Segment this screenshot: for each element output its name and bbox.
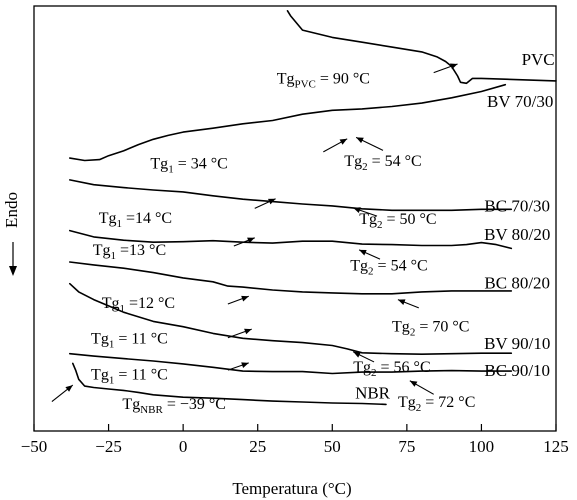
series-line-bc-90-10: [69, 352, 513, 375]
x-tick-label: −25: [95, 437, 122, 456]
tg-arrow-head: [359, 249, 367, 256]
tg-annotation-text: Tg2 = 54 °C: [350, 258, 427, 278]
annotations: TgPVC = 90 °C Tg1 = 34 °C Tg2 = 54 °C Tg1 =…: [51, 63, 475, 416]
series-group: [69, 10, 557, 406]
tg-arrow-head: [241, 295, 249, 302]
x-tick-label: 125: [543, 437, 569, 456]
tg-arrow-head: [397, 299, 406, 305]
tg-arrow-head: [339, 138, 348, 145]
series-label: BV 80/20: [484, 225, 550, 244]
tg-annotation: Tg1 = 34 °C: [150, 138, 348, 175]
tg-annotation-text: Tg1 = 11 °C: [91, 331, 168, 351]
x-tick-label: 100: [469, 437, 495, 456]
tg-annotation-text: Tg2 = 70 °C: [392, 319, 469, 339]
tg-annotation-text: Tg1 =13 °C: [93, 242, 166, 262]
x-tick-label: −50: [21, 437, 48, 456]
tg-arrow-head: [247, 237, 255, 244]
tg-annotation: Tg2 = 70 °C: [392, 299, 469, 339]
tg-annotation: TgNBR = −39 °C: [51, 384, 226, 416]
tg-arrow-head: [65, 385, 73, 392]
tg-annotation: Tg2 = 54 °C: [350, 249, 428, 278]
tg-annotation-text: Tg2 = 72 °C: [398, 394, 475, 414]
tg-arrow-head: [353, 207, 361, 213]
tg-arrow-head: [241, 362, 249, 368]
tg-arrow-head: [268, 198, 276, 205]
plot-frame: [33, 5, 557, 432]
series-label: BV 70/30: [487, 92, 553, 111]
tg-annotation-text: Tg1 = 11 °C: [91, 366, 168, 386]
tg-arrow-head: [356, 137, 364, 144]
series-label: BC 70/30: [484, 196, 550, 215]
tg-annotation: Tg1 =12 °C: [102, 295, 249, 315]
tg-annotation-text: Tg1 = 34 °C: [150, 155, 227, 175]
endo-arrow-head: [9, 266, 17, 276]
x-tick-label: 75: [398, 437, 415, 456]
series-label: BV 90/10: [484, 334, 550, 353]
tg-annotation-text: Tg1 =12 °C: [102, 295, 175, 315]
tg-annotation: Tg1 =14 °C: [99, 198, 276, 230]
tg-annotation-text: Tg1 =14 °C: [99, 210, 172, 230]
series-line-pvc: [286, 10, 557, 85]
tg-annotation: Tg2 = 54 °C: [344, 136, 422, 173]
x-tick-label: 0: [179, 437, 188, 456]
x-axis-title: Temperatura (°C): [232, 479, 351, 498]
series-line-bv-80-20: [69, 229, 513, 250]
series-line-bc-80-20: [69, 261, 513, 295]
tg-annotation: Tg1 = 11 °C: [91, 328, 252, 351]
tg-annotation-text: Tg2 = 54 °C: [344, 153, 421, 173]
tg-annotation-text: TgNBR = −39 °C: [122, 396, 226, 416]
tg-annotation: Tg1 =13 °C: [93, 237, 255, 262]
series-label: BC 80/20: [484, 274, 550, 293]
tg-annotation-text: Tg2 = 56 °C: [353, 359, 430, 379]
tg-arrow-head: [450, 63, 458, 70]
x-tick-label: 50: [324, 437, 341, 456]
tg-arrow-head: [244, 328, 252, 335]
series-labels: PVC BV 70/30 BC 70/30 BV 80/20 BC 80/20 BV 90…: [355, 50, 555, 403]
series-line-nbr: [72, 362, 387, 406]
series-line-bv-90-10: [69, 282, 513, 355]
series-label: PVC: [522, 50, 555, 69]
tg-annotation-text: TgPVC = 90 °C: [277, 70, 370, 90]
series-label: NBR: [355, 384, 391, 403]
x-ticks: −50 −25 0 25 50 75 100 125: [21, 424, 569, 456]
tg-arrow-head: [353, 351, 361, 358]
tg-annotation: Tg2 = 72 °C: [398, 380, 475, 414]
series-line-bc-70-30: [69, 179, 513, 212]
tg-annotation: Tg1 = 11 °C: [91, 362, 249, 386]
tg-annotation: Tg2 = 56 °C: [352, 351, 431, 379]
tg-arrow-head: [409, 380, 418, 387]
series-label: BC 90/10: [484, 361, 550, 380]
tg-annotation: Tg2 = 50 °C: [352, 207, 437, 231]
y-axis-title-group: Endo: [2, 192, 21, 276]
y-axis-title: Endo: [2, 192, 21, 228]
series-line-bv-70-30: [69, 83, 507, 162]
tg-annotation: TgPVC = 90 °C: [277, 63, 458, 90]
x-tick-label: 25: [249, 437, 266, 456]
